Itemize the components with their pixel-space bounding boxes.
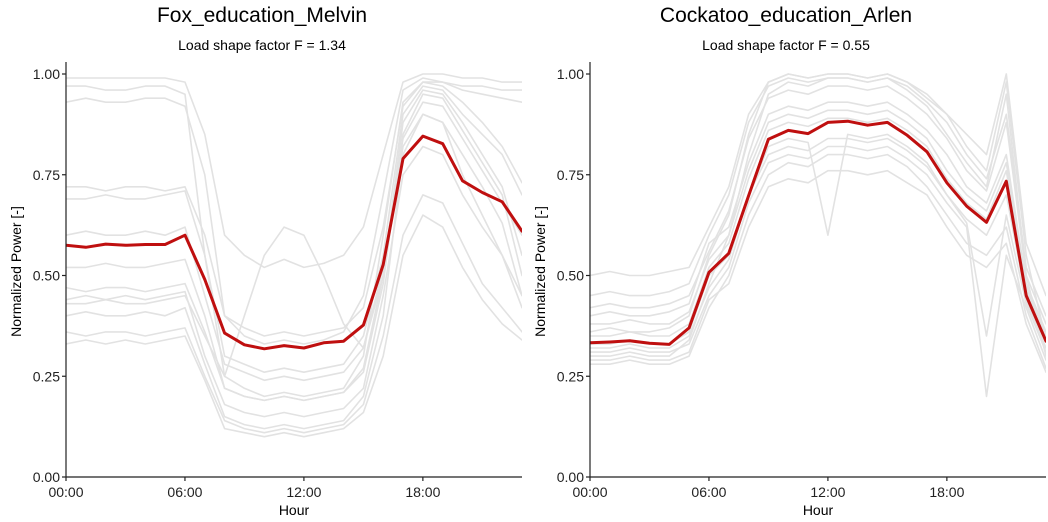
line-chart-left: 0.00 0.25 0.50 0.75 1.00 00:00 06:00 12:00 18:00… <box>8 62 522 518</box>
background-series-line <box>590 117 1046 341</box>
x-tick-label: 12:00 <box>810 484 845 500</box>
background-series-line <box>590 169 1046 374</box>
x-tick-label: 06:00 <box>167 484 202 500</box>
background-series-line <box>590 77 1046 317</box>
background-series-line <box>590 109 1046 337</box>
series-group <box>66 73 522 438</box>
background-series-line <box>590 137 1046 353</box>
mean-series-line <box>66 134 522 351</box>
background-series-line <box>66 81 522 337</box>
y-tick-label: 0.50 <box>557 268 584 284</box>
x-axis-title: Hour <box>803 502 834 518</box>
series-group <box>590 73 1046 398</box>
chart-panel-left: Fox_education_Melvin Load shape factor F… <box>8 4 522 518</box>
y-tick-label: 0.50 <box>33 268 60 284</box>
x-tick-label: 18:00 <box>929 484 964 500</box>
y-axis-title: Normalized Power [-] <box>8 206 24 337</box>
x-tick-label: 00:00 <box>572 484 607 500</box>
background-series-line <box>66 194 522 434</box>
background-series-line <box>590 145 1046 398</box>
y-tick-label: 0.25 <box>557 368 584 384</box>
background-series-line <box>66 89 522 402</box>
y-tick-label: 0.00 <box>33 469 60 485</box>
background-series-line <box>66 113 522 378</box>
x-tick-label: 12:00 <box>286 484 321 500</box>
background-series-line <box>66 113 522 430</box>
chart-panel-right: Cockatoo_education_Arlen Load shape fact… <box>524 0 1048 522</box>
x-tick-label: 06:00 <box>691 484 726 500</box>
y-tick-label: 1.00 <box>33 66 60 82</box>
y-tick-label: 0.25 <box>33 368 60 384</box>
background-series-line <box>590 85 1046 325</box>
chart-subtitle: Load shape factor F = 1.34 <box>178 37 346 53</box>
x-axis-title: Hour <box>279 502 310 518</box>
mean-series-line <box>590 119 1046 346</box>
background-series-line <box>66 101 522 382</box>
y-tick-label: 0.00 <box>557 469 584 485</box>
chart-subtitle: Load shape factor F = 0.55 <box>702 37 870 53</box>
background-series-line <box>66 214 522 438</box>
chart-title: Fox_education_Melvin <box>156 4 368 27</box>
y-tick-label: 1.00 <box>557 66 584 82</box>
background-series-line <box>66 81 522 398</box>
x-tick-label: 18:00 <box>405 484 440 500</box>
background-series-line <box>66 85 522 374</box>
background-series-line <box>590 77 1046 357</box>
y-tick-label: 0.75 <box>557 167 584 183</box>
background-series-line <box>66 77 522 345</box>
y-tick-label: 0.75 <box>33 167 60 183</box>
background-series-line <box>590 101 1046 333</box>
line-chart-right: 0.00 0.25 0.50 0.75 1.00 00:00 06:00 12:00 18:00… <box>532 62 1046 518</box>
chart-title: Cockatoo_education_Arlen <box>659 4 913 27</box>
background-series-line <box>590 73 1046 297</box>
y-axis-title: Normalized Power [-] <box>532 206 548 337</box>
background-series-line <box>66 145 522 418</box>
x-tick-label: 00:00 <box>48 484 83 500</box>
background-series-line <box>66 73 522 269</box>
